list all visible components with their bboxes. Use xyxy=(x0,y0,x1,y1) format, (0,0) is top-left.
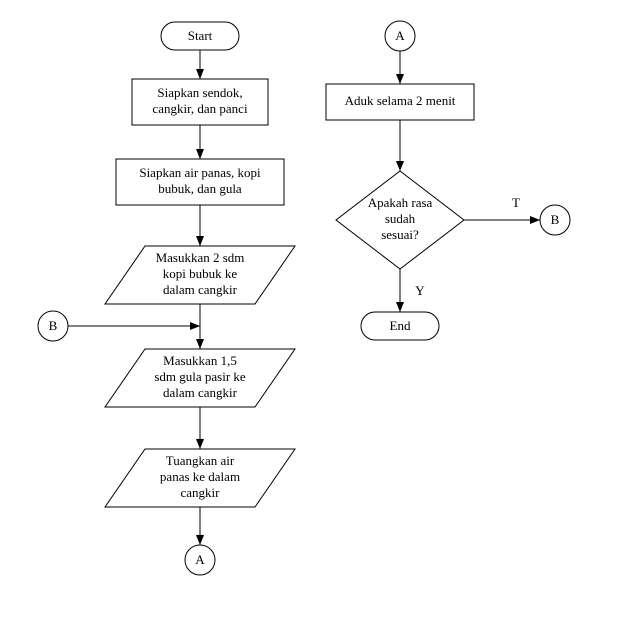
edge-connA2-p3 xyxy=(396,51,404,84)
svg-text:B: B xyxy=(49,318,58,333)
node-end: End xyxy=(361,312,439,340)
svg-text:sesuai?: sesuai? xyxy=(381,227,419,242)
svg-text:A: A xyxy=(195,552,205,567)
node-connA2: A xyxy=(385,21,415,51)
svg-text:T: T xyxy=(512,195,520,210)
node-io1: Masukkan 2 sdmkopi bubuk kedalam cangkir xyxy=(105,246,295,304)
edge-dec-connB2: T xyxy=(464,195,540,224)
svg-text:cangkir: cangkir xyxy=(181,485,221,500)
svg-text:cangkir, dan panci: cangkir, dan panci xyxy=(152,101,248,116)
node-p3: Aduk selama 2 menit xyxy=(326,84,474,120)
edge-dec-end: Y xyxy=(396,269,425,312)
node-connB2: B xyxy=(540,205,570,235)
nodes: StartSiapkan sendok,cangkir, dan panciSi… xyxy=(38,21,570,575)
flowchart-canvas: Y T Start Siapkan sendok,cangkir, dan panci… xyxy=(0,0,640,618)
edge-p1-p2 xyxy=(196,125,204,159)
svg-text:Y: Y xyxy=(415,283,425,298)
svg-text:sdm gula pasir ke: sdm gula pasir ke xyxy=(154,369,246,384)
svg-text:Start: Start xyxy=(188,28,213,43)
edge-connB1-junction326 xyxy=(68,322,200,330)
svg-text:kopi bubuk ke: kopi bubuk ke xyxy=(163,266,238,281)
svg-text:bubuk, dan gula: bubuk, dan gula xyxy=(158,181,242,196)
node-start: Start xyxy=(161,22,239,50)
edge-io3-connA1 xyxy=(196,507,204,545)
node-dec: Apakah rasasudahsesuai? xyxy=(336,171,464,269)
svg-text:Tuangkan air: Tuangkan air xyxy=(166,453,235,468)
svg-text:Masukkan 2 sdm: Masukkan 2 sdm xyxy=(156,250,245,265)
svg-text:dalam cangkir: dalam cangkir xyxy=(163,385,238,400)
node-connA1: A xyxy=(185,545,215,575)
svg-text:dalam cangkir: dalam cangkir xyxy=(163,282,238,297)
svg-text:End: End xyxy=(390,318,411,333)
svg-text:Apakah rasa: Apakah rasa xyxy=(368,195,433,210)
edge-io2-io3 xyxy=(196,407,204,449)
node-p2: Siapkan air panas, kopibubuk, dan gula xyxy=(116,159,284,205)
svg-text:A: A xyxy=(395,28,405,43)
node-connB1: B xyxy=(38,311,68,341)
node-io2: Masukkan 1,5sdm gula pasir kedalam cangk… xyxy=(105,349,295,407)
node-io3: Tuangkan airpanas ke dalamcangkir xyxy=(105,449,295,507)
edge-p3-dec xyxy=(396,120,404,171)
svg-text:Siapkan sendok,: Siapkan sendok, xyxy=(157,85,242,100)
edge-start-p1 xyxy=(196,50,204,79)
svg-text:sudah: sudah xyxy=(385,211,416,226)
svg-text:B: B xyxy=(551,212,560,227)
svg-text:panas ke dalam: panas ke dalam xyxy=(160,469,240,484)
node-p1: Siapkan sendok,cangkir, dan panci xyxy=(132,79,268,125)
edge-p2-io1 xyxy=(196,205,204,246)
svg-text:Siapkan air panas, kopi: Siapkan air panas, kopi xyxy=(139,165,261,180)
svg-text:Masukkan 1,5: Masukkan 1,5 xyxy=(163,353,237,368)
svg-text:Aduk selama 2 menit: Aduk selama 2 menit xyxy=(345,93,456,108)
